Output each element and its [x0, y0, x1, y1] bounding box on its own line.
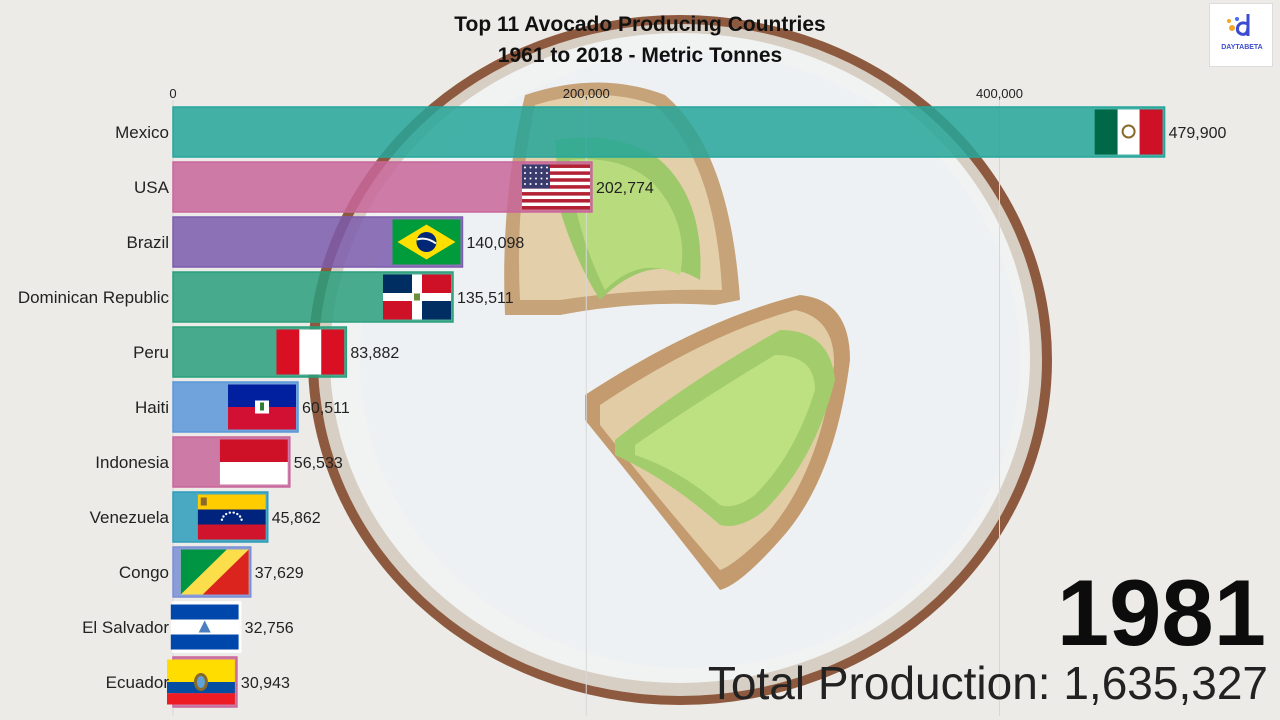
category-label: Haiti	[135, 398, 169, 417]
bars: Mexico 479,900 USA 202,774 Brazil 140,098 Domi…	[18, 106, 1227, 708]
ecuador-flag-icon	[166, 659, 235, 705]
category-label: Dominican Republic	[18, 288, 170, 307]
brand-logo: DAYTABETA	[1209, 3, 1273, 67]
category-label: Mexico	[115, 123, 169, 142]
category-label: Ecuador	[106, 673, 170, 692]
bar-row: USA 202,774	[134, 161, 654, 213]
bar-row: Indonesia 56,533	[95, 436, 343, 488]
usa-flag-icon	[521, 164, 590, 210]
category-label: Venezuela	[90, 508, 170, 527]
logo-text: DAYTABETA	[1221, 44, 1263, 51]
peru-flag-icon	[276, 329, 345, 375]
value-label: 479,900	[1169, 125, 1227, 142]
x-axis-ticks: 0 200,000 400,000	[169, 86, 1023, 101]
bar-row: Congo 37,629	[119, 546, 304, 598]
value-label: 32,756	[245, 620, 294, 637]
bar-row: Peru 83,882	[133, 326, 399, 378]
bar-row: Dominican Republic 135,511	[18, 271, 514, 323]
chart-subtitle: 1961 to 2018 - Metric Tonnes	[497, 44, 783, 67]
category-label: El Salvador	[82, 618, 169, 637]
bar-row: Venezuela 45,862	[90, 491, 321, 543]
value-label: 202,774	[596, 180, 654, 197]
value-label: 140,098	[466, 235, 524, 252]
dataviz-logo-icon	[1227, 14, 1250, 36]
bar	[172, 106, 1166, 158]
mexico-flag-icon	[1094, 109, 1163, 155]
bar-row: Ecuador 30,943	[106, 656, 290, 708]
venezuela-flag-icon	[197, 494, 266, 540]
x-tick-label: 200,000	[563, 86, 610, 101]
value-label: 135,511	[457, 290, 514, 307]
bar-row: Brazil 140,098	[126, 216, 524, 268]
x-tick-label: 0	[169, 86, 176, 101]
toast-slice-bottom	[585, 295, 850, 590]
x-tick-label: 400,000	[976, 86, 1023, 101]
value-label: 45,862	[272, 510, 321, 527]
value-label: 37,629	[255, 565, 304, 582]
el-salvador-flag-icon	[170, 604, 239, 650]
category-label: USA	[134, 178, 170, 197]
brazil-flag-icon	[392, 219, 461, 265]
bar-row: Haiti 60,511	[135, 381, 350, 433]
value-label: 83,882	[350, 345, 399, 362]
value-label: 30,943	[241, 675, 290, 692]
category-label: Indonesia	[95, 453, 169, 472]
congo-flag-icon	[180, 549, 249, 595]
chart-title: Top 11 Avocado Producing Countries	[454, 13, 826, 36]
category-label: Congo	[119, 563, 169, 582]
dominican-republic-flag-icon	[382, 274, 451, 320]
category-label: Brazil	[126, 233, 169, 252]
year-indicator: 1981	[1056, 560, 1266, 665]
bar-row: El Salvador 32,756	[82, 601, 294, 653]
bar-row: Mexico 479,900	[115, 106, 1227, 158]
category-label: Peru	[133, 343, 169, 362]
value-label: 56,533	[294, 455, 343, 472]
value-label: 60,511	[302, 400, 350, 417]
haiti-flag-icon	[228, 384, 297, 430]
indonesia-flag-icon	[219, 439, 288, 485]
total-production: Total Production: 1,635,327	[707, 657, 1268, 709]
